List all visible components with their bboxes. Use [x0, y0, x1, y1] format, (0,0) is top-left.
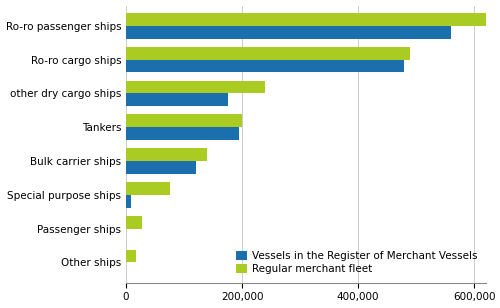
- Bar: [126, 148, 208, 161]
- Bar: [126, 60, 404, 72]
- Bar: [126, 114, 242, 127]
- Bar: [126, 249, 136, 262]
- Bar: [126, 182, 170, 195]
- Bar: [126, 93, 228, 106]
- Bar: [126, 216, 142, 229]
- Bar: [126, 195, 130, 208]
- Bar: [126, 81, 266, 93]
- Bar: [126, 127, 239, 140]
- Bar: [126, 47, 410, 60]
- Legend: Vessels in the Register of Merchant Vessels, Regular merchant fleet: Vessels in the Register of Merchant Vess…: [233, 248, 480, 278]
- Bar: [126, 13, 486, 26]
- Bar: [126, 26, 451, 39]
- Bar: [126, 161, 196, 174]
